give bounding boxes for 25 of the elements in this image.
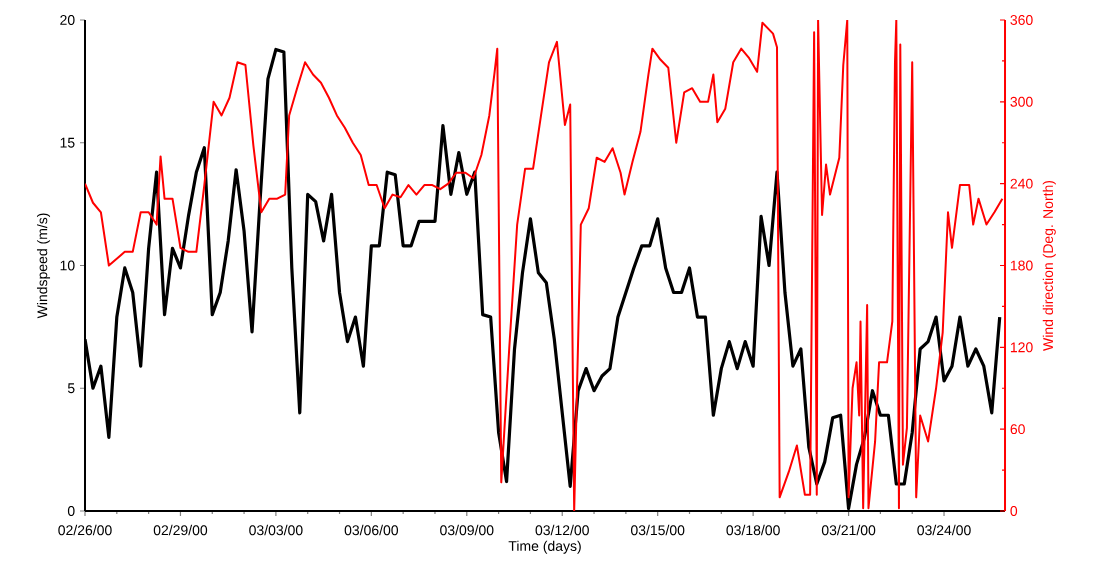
x-tick-label: 03/12/00 bbox=[535, 524, 589, 536]
x-tick-label: 02/26/00 bbox=[58, 524, 112, 536]
y2-tick-label: 0 bbox=[1010, 506, 1018, 516]
y-tick-label: 15 bbox=[60, 137, 75, 148]
x-tick-label: 03/15/00 bbox=[630, 524, 685, 536]
y2-tick-label: 300 bbox=[1010, 96, 1033, 107]
x-tick-label: 03/24/00 bbox=[917, 524, 971, 536]
y-tick-label: 0 bbox=[67, 506, 75, 516]
y2-tick-label: 60 bbox=[1010, 424, 1025, 435]
x-tick-label: 03/21/00 bbox=[821, 524, 876, 536]
x-tick-label: 03/03/00 bbox=[249, 524, 303, 536]
y-tick-label: 5 bbox=[67, 383, 75, 394]
x-tick-label: 03/18/00 bbox=[726, 524, 780, 536]
y-tick-label: 10 bbox=[60, 260, 75, 271]
y2-axis-title: Wind direction (Deg. North) bbox=[1042, 180, 1056, 351]
x-tick-label: 02/29/00 bbox=[153, 524, 208, 536]
y-axis-title: Windspeed (m/s) bbox=[36, 213, 51, 319]
x-tick-label: 03/09/00 bbox=[440, 524, 494, 536]
y-tick-label: 20 bbox=[60, 15, 75, 25]
x-tick-label: 03/06/00 bbox=[344, 524, 399, 536]
x-axis-title: Time (days) bbox=[508, 540, 581, 554]
y2-tick-label: 180 bbox=[1010, 260, 1033, 271]
y2-tick-label: 120 bbox=[1010, 342, 1033, 353]
y2-tick-label: 240 bbox=[1010, 178, 1033, 189]
y2-tick-label: 360 bbox=[1010, 15, 1033, 25]
